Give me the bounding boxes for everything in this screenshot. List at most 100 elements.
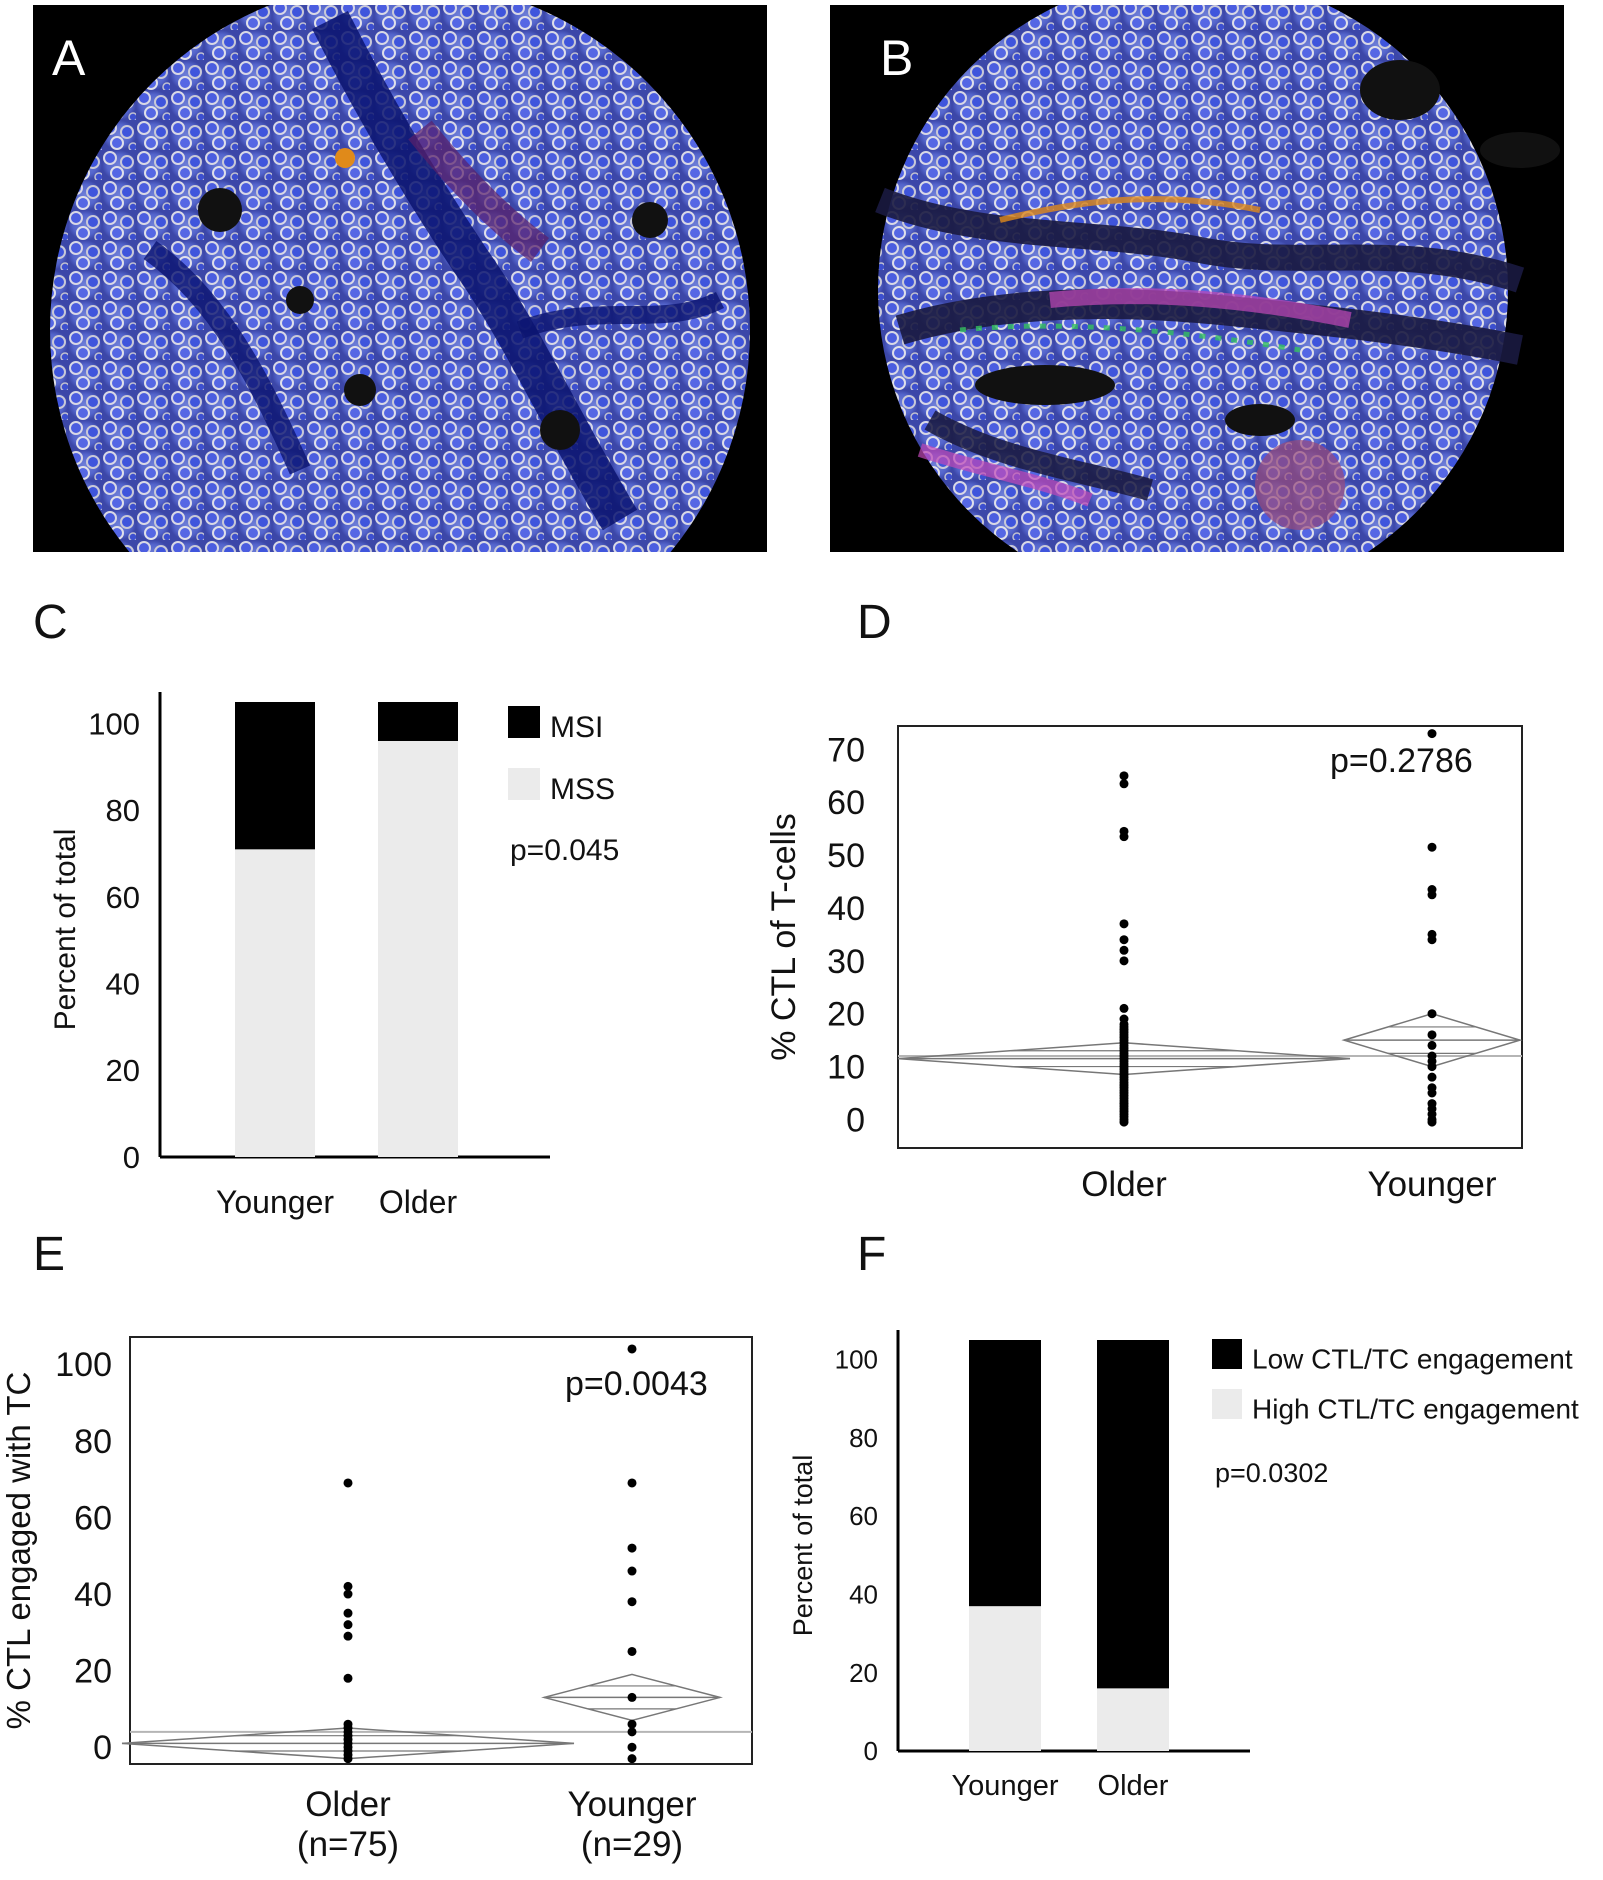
legend-label: MSI: [550, 711, 603, 744]
micrograph-b: B: [830, 5, 1564, 552]
y-tick-label: 20: [106, 1053, 140, 1088]
p-value-label: p=0.0043: [565, 1365, 708, 1403]
y-axis-title: % CTL engaged with TC: [0, 1372, 37, 1730]
data-point: [1119, 1003, 1129, 1013]
legend-swatch: [1212, 1389, 1242, 1419]
y-tick-label: 20: [849, 1658, 878, 1688]
legend-label: MSS: [550, 773, 615, 806]
y-tick-label: 100: [88, 707, 140, 742]
y-tick-label: 10: [827, 1048, 865, 1086]
bar-segment-high-ctl-tc-engagement: [969, 1606, 1041, 1751]
data-point: [1119, 779, 1129, 789]
y-tick-label: 40: [106, 967, 140, 1002]
chart-d-ctl-of-tcells: 0 10 20 30 40 50 60 70 % CTL of T-cells Older Youn…: [765, 725, 1523, 1204]
data-point: [1427, 1040, 1437, 1050]
data-point: [627, 1646, 637, 1656]
data-point: [1427, 1009, 1437, 1019]
panel-label-d: D: [857, 596, 892, 649]
y-axis-title: Percent of total: [49, 829, 82, 1031]
data-point: [1119, 945, 1129, 955]
data-point: [627, 1692, 637, 1702]
x-tick-label: Older: [1098, 1770, 1169, 1802]
data-point: [627, 1719, 637, 1729]
x-tick-label: Younger: [567, 1785, 696, 1824]
data-point: [1119, 956, 1129, 966]
y-tick-label: 60: [106, 880, 140, 915]
data-point: [1119, 771, 1129, 781]
legend-swatch: [1212, 1339, 1242, 1369]
data-point: [1119, 919, 1129, 929]
x-tick-label: Older: [379, 1184, 458, 1220]
y-tick-label: 60: [849, 1501, 878, 1531]
p-value-label: p=0.045: [510, 834, 619, 867]
y-tick-label: 30: [827, 943, 865, 981]
x-tick-label: Older: [1081, 1165, 1167, 1204]
y-axis-title: % CTL of T-cells: [765, 813, 803, 1061]
data-point: [1119, 1117, 1129, 1127]
y-tick-label: 100: [835, 1345, 878, 1375]
y-tick-label: 60: [827, 784, 865, 822]
legend-label: Low CTL/TC engagement: [1252, 1343, 1573, 1374]
x-tick-label: Younger: [1367, 1165, 1496, 1204]
data-point: [627, 1543, 637, 1553]
y-tick-label: 20: [827, 996, 865, 1034]
panel-label-e: E: [33, 1228, 65, 1281]
data-point: [1427, 729, 1437, 739]
x-tick-label: Younger: [216, 1184, 334, 1220]
panel-label-b: B: [880, 30, 913, 86]
bar-segment-mss: [378, 741, 458, 1157]
data-point: [1427, 1088, 1437, 1098]
y-tick-label: 60: [74, 1499, 112, 1537]
y-tick-label: 40: [849, 1580, 878, 1610]
chart-c-msi-status: 0 20 40 60 80 100 Percent of total Younger Older…: [49, 692, 619, 1220]
data-point: [1427, 1030, 1437, 1040]
data-point: [1427, 890, 1437, 900]
y-tick-label: 50: [827, 837, 865, 875]
data-point: [627, 1566, 637, 1576]
y-tick-label: 100: [55, 1346, 112, 1384]
y-tick-label: 0: [123, 1140, 140, 1175]
p-value-label: p=0.2786: [1330, 742, 1473, 780]
y-axis-title: Percent of total: [788, 1455, 818, 1637]
x-tick-label: (n=75): [297, 1825, 399, 1864]
data-point: [627, 1742, 637, 1752]
data-point: [627, 1754, 637, 1764]
bar-segment-msi: [378, 702, 458, 741]
data-point: [1427, 1072, 1437, 1082]
plot-frame: [129, 1336, 753, 1765]
micrograph-a: A: [33, 5, 767, 552]
data-point: [1427, 1117, 1437, 1127]
data-point: [343, 1754, 353, 1764]
chart-f-engagement: 0 20 40 60 80 100 Percent of total Younger Older…: [788, 1330, 1579, 1802]
x-tick-label: Younger: [952, 1770, 1059, 1802]
y-tick-label: 0: [846, 1101, 865, 1139]
data-point: [1427, 842, 1437, 852]
data-point: [343, 1608, 353, 1618]
data-point: [1427, 935, 1437, 945]
bar-segment-mss: [235, 849, 315, 1157]
data-point: [627, 1597, 637, 1607]
panel-label-f: F: [857, 1228, 886, 1281]
y-tick-label: 0: [93, 1729, 112, 1767]
legend-swatch: [508, 768, 540, 800]
data-point: [1119, 832, 1129, 842]
legend-label: High CTL/TC engagement: [1252, 1393, 1579, 1424]
panel-label-c: C: [33, 596, 68, 649]
data-point: [343, 1478, 353, 1488]
bar-segment-msi: [235, 702, 315, 850]
y-tick-label: 0: [864, 1736, 878, 1766]
data-point: [627, 1478, 637, 1488]
data-point: [1427, 1062, 1437, 1072]
x-tick-label: (n=29): [581, 1825, 683, 1864]
data-point: [343, 1631, 353, 1641]
bar-segment-high-ctl-tc-engagement: [1097, 1688, 1169, 1751]
legend-swatch: [508, 706, 540, 738]
panel-label-a: A: [52, 30, 86, 86]
data-point: [343, 1673, 353, 1683]
bar-segment-low-ctl-tc-engagement: [1097, 1340, 1169, 1689]
data-point: [343, 1620, 353, 1630]
y-tick-label: 80: [106, 793, 140, 828]
y-tick-label: 80: [74, 1423, 112, 1461]
